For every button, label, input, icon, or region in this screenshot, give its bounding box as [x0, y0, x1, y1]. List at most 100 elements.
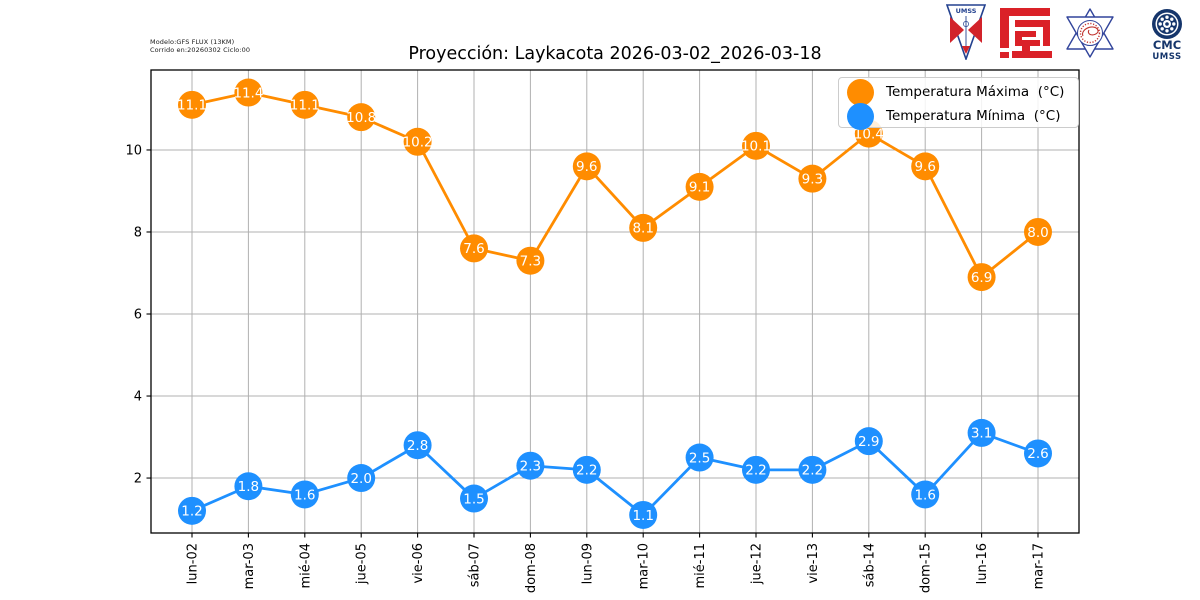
point-label: 2.8 — [407, 438, 428, 454]
point-label: 2.2 — [576, 463, 597, 479]
point-label: 9.3 — [802, 171, 823, 187]
cmc-text: CMC — [1153, 38, 1181, 52]
x-tick-label: mar-17 — [1032, 543, 1047, 589]
x-tick-label: mar-10 — [637, 543, 652, 589]
pennant-red-left — [950, 17, 964, 43]
legend-entry-min: Temperatura Mínima (°C) — [847, 102, 1078, 130]
point-label: 10.1 — [741, 139, 771, 155]
x-tick-label: sáb-14 — [862, 543, 877, 587]
legend-label-min: Temperatura Mínima (°C) — [886, 108, 1061, 124]
point-label: 9.1 — [689, 180, 710, 196]
data-point — [234, 472, 263, 501]
point-label: 10.8 — [346, 110, 376, 126]
data-point — [516, 451, 545, 480]
point-label: 6.9 — [971, 270, 992, 286]
point-label: 2.3 — [520, 459, 541, 475]
point-label: 9.6 — [576, 159, 597, 175]
umss-pennant-logo: UMSS — [946, 4, 986, 60]
data-point — [742, 131, 770, 160]
data-point — [403, 431, 432, 460]
data-point — [1024, 217, 1052, 246]
data-point — [854, 427, 883, 456]
data-point — [460, 484, 488, 513]
data-point — [403, 127, 432, 156]
x-tick-label: jue-05 — [355, 543, 370, 585]
model-info-line1: Modelo:GFS FLUX (13KM) — [150, 38, 235, 46]
model-info: Modelo:GFS FLUX (13KM) Corrido en:202603… — [150, 38, 250, 54]
x-tick-label: vie-13 — [806, 543, 821, 584]
point-label: 1.8 — [238, 479, 259, 495]
series-line-1 — [191, 431, 1039, 517]
data-point — [911, 480, 940, 509]
point-label: 2.2 — [745, 463, 766, 479]
x-tick-label: dom-08 — [524, 543, 539, 593]
point-label: 1.6 — [294, 487, 315, 503]
point-label: 1.5 — [463, 491, 484, 507]
chart-title: Proyección: Laykacota 2026-03-02_2026-03… — [408, 44, 822, 64]
point-label: 1.1 — [632, 508, 653, 524]
pennant-red-tip — [962, 46, 970, 54]
seal-spiral — [1082, 26, 1099, 37]
data-point — [347, 464, 376, 493]
data-point — [290, 480, 319, 509]
data-point — [1024, 439, 1052, 468]
data-point — [460, 234, 488, 263]
data-point — [572, 152, 601, 181]
data-point — [234, 78, 263, 107]
point-label: 11.1 — [290, 98, 320, 114]
cmc-umss-text: UMSS — [1152, 52, 1181, 60]
data-point — [742, 455, 770, 484]
point-label: 2.5 — [689, 450, 710, 466]
data-point — [572, 455, 601, 484]
legend-marker-min — [847, 102, 874, 130]
x-tick-label: lun-09 — [580, 543, 595, 584]
point-label: 8.0 — [1027, 225, 1048, 241]
data-point — [178, 496, 206, 525]
data-point — [347, 103, 376, 132]
x-tick-label: vie-06 — [411, 543, 426, 584]
data-point — [629, 500, 658, 529]
point-label: 11.1 — [177, 98, 207, 114]
point-label: 2.9 — [858, 434, 879, 450]
pennant-emblem — [963, 21, 969, 27]
pennant-red-right — [968, 17, 982, 43]
series-line-0 — [191, 91, 1039, 279]
y-tick-label: 6 — [134, 308, 142, 323]
point-label: 3.1 — [971, 426, 992, 442]
fcyt-logo — [1000, 8, 1052, 58]
x-tick-label: mié-11 — [693, 543, 708, 589]
x-tick-label: mar-03 — [242, 543, 257, 589]
x-tick-label: sáb-07 — [468, 543, 483, 587]
y-tick-label: 2 — [134, 472, 142, 487]
data-point — [178, 90, 206, 119]
fisica-seal-logo — [1066, 8, 1114, 58]
data-point — [967, 418, 996, 447]
point-label: 2.6 — [1027, 446, 1048, 462]
point-label: 8.1 — [632, 221, 653, 237]
x-tick-label: lun-16 — [975, 543, 990, 584]
point-label: 2.0 — [350, 471, 371, 487]
point-label: 7.3 — [520, 253, 541, 269]
seal-text-ring — [1079, 22, 1101, 44]
cmc-bearing-icon — [1152, 9, 1182, 39]
x-tick-label: lun-02 — [186, 543, 201, 584]
x-tick-label: dom-15 — [919, 543, 934, 593]
point-label: 7.6 — [463, 241, 484, 257]
point-label: 10.4 — [854, 126, 884, 142]
data-point — [629, 213, 658, 242]
data-point — [685, 172, 714, 201]
model-info-line2: Corrido en:20260302 Ciclo:00 — [150, 46, 251, 54]
y-tick-label: 10 — [125, 143, 142, 158]
fcyt-glyph — [1000, 8, 1052, 58]
legend-marker-max — [847, 78, 874, 106]
point-label: 11.4 — [233, 85, 263, 101]
x-tick-label: mié-04 — [298, 543, 313, 589]
data-point — [967, 263, 996, 292]
legend-label-max: Temperatura Máxima (°C) — [886, 84, 1065, 100]
point-label: 2.2 — [802, 463, 823, 479]
data-point — [290, 90, 319, 119]
point-label: 1.6 — [914, 487, 935, 503]
y-tick-label: 8 — [134, 225, 142, 240]
